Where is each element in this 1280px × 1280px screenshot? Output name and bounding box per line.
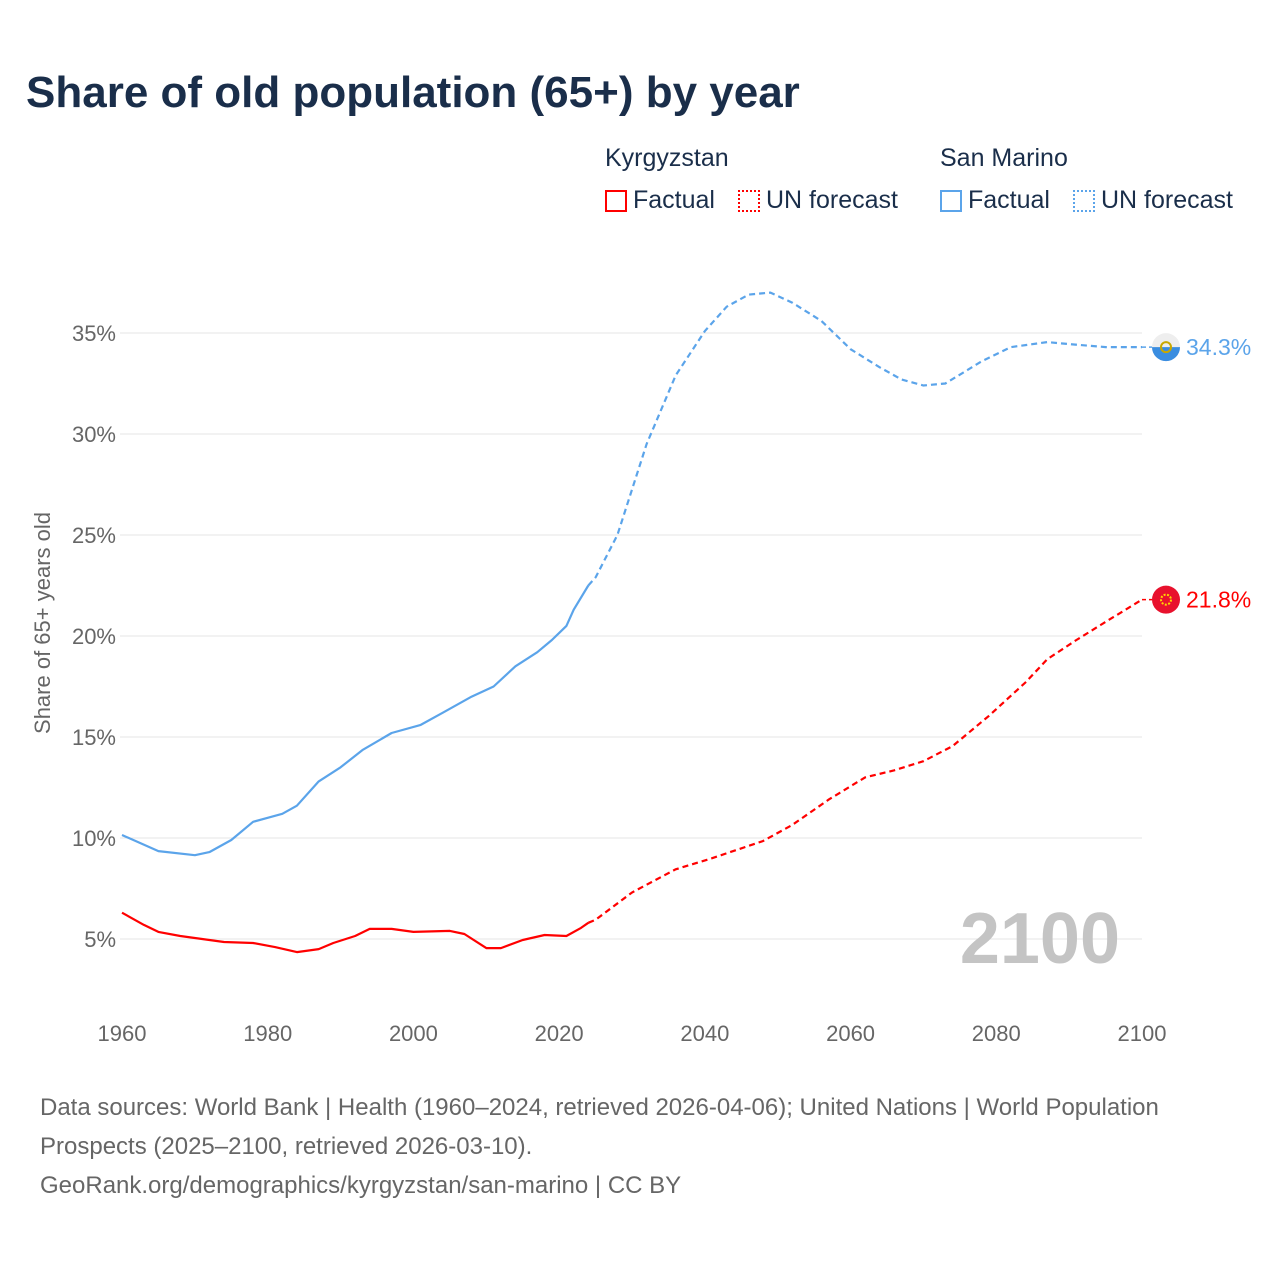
sources-line: Data sources: World Bank | Health (1960–… — [40, 1094, 1159, 1160]
legend-kyrgyzstan-factual[interactable]: Factual — [605, 186, 715, 215]
kyrgyzstan-flag-icon — [1160, 593, 1172, 606]
y-tick-label: 25% — [72, 523, 116, 548]
x-tick-label: 2060 — [826, 1021, 875, 1046]
legend-san-marino-heading: San Marino — [940, 144, 1068, 172]
san-marino-flag-icon — [1152, 347, 1181, 362]
y-tick-label: 5% — [84, 927, 116, 952]
kyrgyzstan-flag-icon — [1152, 585, 1180, 614]
y-tick-label: 20% — [72, 624, 116, 649]
series-line-factual-0 — [121, 911, 589, 954]
series-line-forecast-1 — [587, 291, 1142, 587]
data-sources: Data sources: World Bank | Health (1960–… — [40, 1088, 1220, 1205]
x-tick-label: 1960 — [98, 1021, 147, 1046]
legend-san-marino-factual[interactable]: Factual — [940, 186, 1050, 215]
legend-label: Factual — [968, 186, 1050, 214]
swatch-solid-icon — [605, 189, 627, 212]
y-tick-label: 35% — [72, 321, 116, 346]
legend-label: Factual — [633, 186, 715, 214]
attribution-line[interactable]: GeoRank.org/demographics/kyrgyzstan/san-… — [40, 1172, 682, 1199]
y-tick-label: 15% — [72, 725, 116, 750]
x-tick-label: 2020 — [535, 1021, 584, 1046]
x-tick-label: 2000 — [389, 1021, 438, 1046]
swatch-dotted-icon — [1073, 189, 1095, 212]
legend-kyrgyzstan-forecast[interactable]: UN forecast — [738, 186, 898, 215]
swatch-solid-icon — [940, 189, 962, 212]
legend-label: UN forecast — [1101, 186, 1233, 214]
legend-san-marino-forecast[interactable]: UN forecast — [1073, 186, 1233, 215]
chart-title: Share of old population (65+) by year — [26, 68, 800, 117]
san-marino-flag-icon — [1160, 341, 1172, 354]
end-value-label: 34.3% — [1186, 334, 1251, 360]
series-line-factual-1 — [121, 584, 590, 857]
x-tick-label: 1980 — [243, 1021, 292, 1046]
x-tick-label: 2080 — [972, 1021, 1021, 1046]
swatch-dotted-icon — [738, 189, 760, 212]
legend-label: UN forecast — [766, 186, 898, 214]
end-value-label: 21.8% — [1186, 587, 1251, 613]
y-tick-label: 10% — [72, 826, 116, 851]
year-watermark: 2100 — [960, 899, 1120, 979]
x-tick-label: 2100 — [1118, 1021, 1167, 1046]
y-axis-label: Share of 65+ years old — [30, 512, 55, 734]
legend-kyrgyzstan-heading: Kyrgyzstan — [605, 144, 729, 172]
series-line-forecast-0 — [587, 598, 1143, 924]
y-tick-label: 30% — [72, 422, 116, 447]
x-tick-label: 2040 — [680, 1021, 729, 1046]
